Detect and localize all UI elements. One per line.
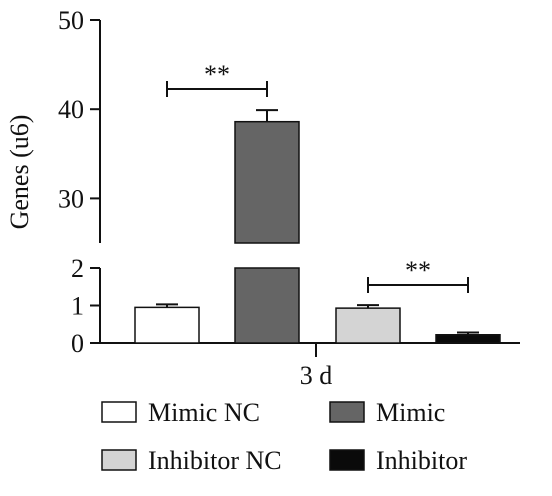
y-tick-label: 30 (58, 184, 84, 213)
y-tick-label: 50 (58, 6, 84, 35)
significance-label: ** (405, 256, 431, 285)
y-tick-label: 40 (58, 95, 84, 124)
bar-mimic-upper (234, 120, 300, 244)
y-tick-label: 2 (71, 254, 84, 283)
x-axis-label: 3 d (300, 361, 333, 390)
bar-mimic-lower (234, 267, 300, 344)
legend-label-inhibitor: Inhibitor (376, 446, 467, 475)
upper-y-axis: 30 40 50 (58, 6, 101, 243)
bar-inhibitor (435, 334, 501, 344)
legend-swatch-inhibitor-nc (101, 449, 137, 471)
legend: Mimic NC Mimic Inhibitor NC Inhibitor (101, 398, 467, 475)
significance-label: ** (204, 60, 230, 89)
legend-label-inhibitor-nc: Inhibitor NC (148, 446, 282, 475)
legend-label-mimic: Mimic (376, 398, 445, 427)
y-axis-label: Genes (u6) (5, 115, 34, 230)
legend-swatch-inhibitor (329, 449, 365, 471)
bar-mimic-nc (134, 306, 200, 344)
significance-group: ** ** (166, 60, 469, 293)
y-tick-label: 0 (71, 329, 84, 358)
y-tick-label: 1 (71, 292, 84, 321)
bar-inhibitor-nc (335, 307, 401, 344)
legend-swatch-mimic-nc (101, 401, 137, 423)
legend-swatch-mimic (329, 401, 365, 423)
bars-group (134, 109, 501, 344)
legend-label-mimic-nc: Mimic NC (148, 398, 260, 427)
